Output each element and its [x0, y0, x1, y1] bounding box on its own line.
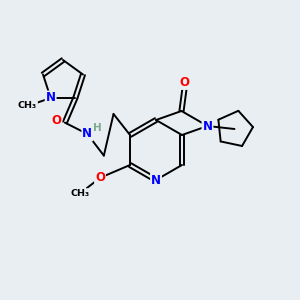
Text: N: N — [151, 173, 161, 187]
Text: N: N — [46, 92, 56, 104]
Text: O: O — [51, 114, 62, 127]
Text: N: N — [202, 119, 212, 133]
Text: H: H — [94, 123, 102, 133]
Text: CH₃: CH₃ — [18, 101, 37, 110]
Text: CH₃: CH₃ — [70, 189, 89, 198]
Text: O: O — [179, 76, 190, 89]
Text: O: O — [95, 171, 105, 184]
Text: N: N — [82, 128, 92, 140]
